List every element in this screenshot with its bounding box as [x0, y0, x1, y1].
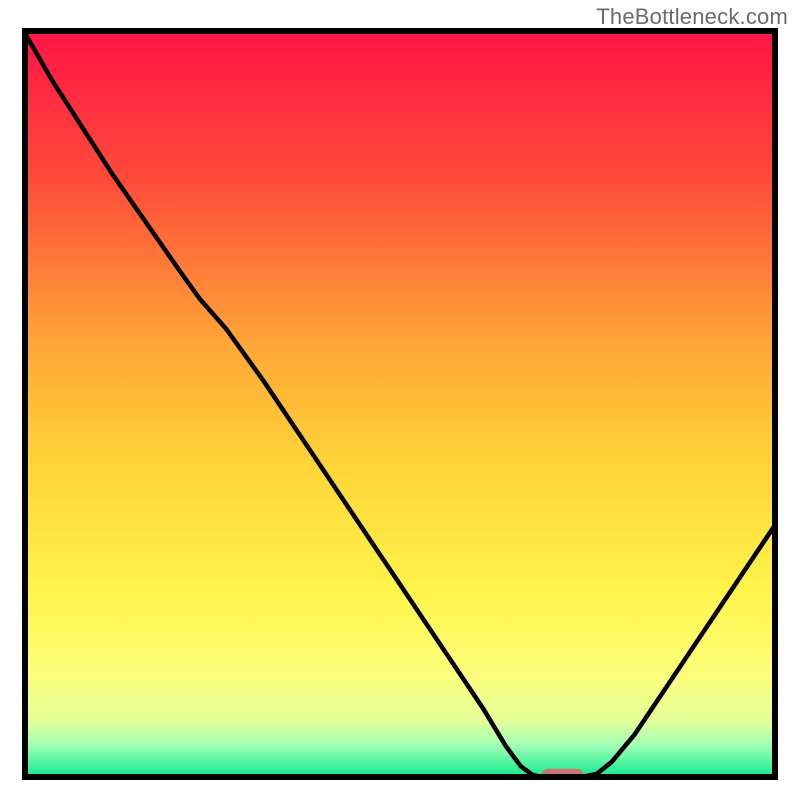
- watermark-text: TheBottleneck.com: [596, 4, 788, 30]
- heat-gradient-background: [22, 28, 778, 780]
- chart-frame: TheBottleneck.com: [0, 0, 800, 800]
